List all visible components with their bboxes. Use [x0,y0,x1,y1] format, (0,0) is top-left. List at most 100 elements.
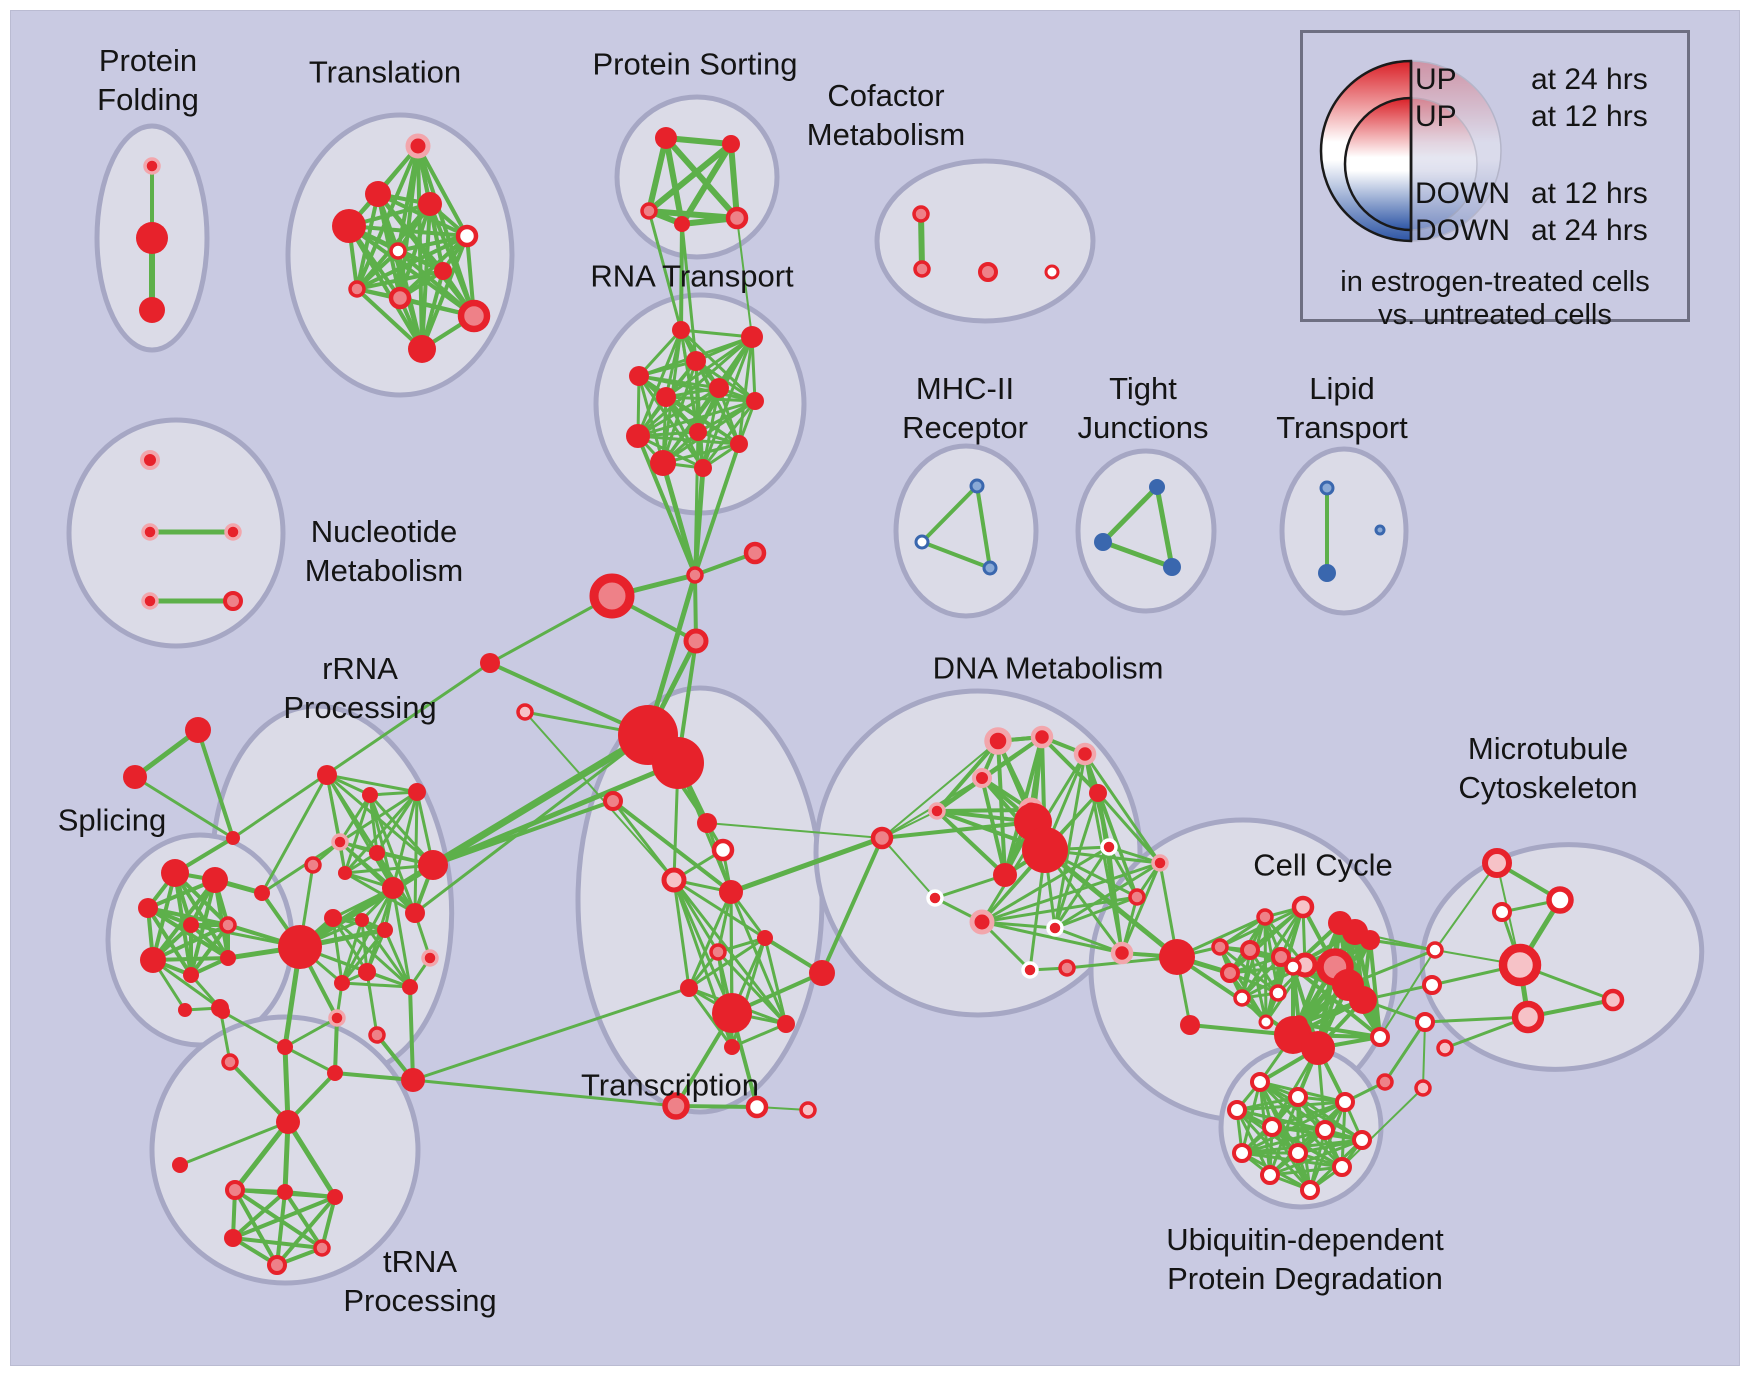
edge [340,981,412,989]
node-dmB [1022,827,1068,873]
edge [636,434,697,577]
node-tr7 [434,262,452,280]
node-dm1 [984,727,1012,755]
edge [920,540,992,570]
node-ps3 [640,202,658,220]
edge [881,837,936,899]
node-tx12 [662,1092,690,1120]
node-md4 [328,1009,346,1027]
edge [880,820,1035,840]
legend-row-up-12: UP at 12 hrs [1415,98,1681,135]
edge [933,873,1007,900]
edge [1296,1138,1364,1155]
edge [935,809,1007,877]
node-tx9 [712,993,752,1033]
node-rt6 [656,387,676,407]
edge [920,484,979,544]
legend-time: at 24 hrs [1531,214,1648,247]
edge [672,878,691,990]
node-rr13 [405,903,425,923]
node-cc5 [1360,930,1380,950]
node-dm2 [1030,725,1054,749]
edge [1248,948,1268,1024]
edge [396,249,476,318]
node-cc16 [1370,1027,1390,1047]
cluster-ellipse-tight-junctions [1075,448,1217,614]
edge [1053,861,1162,930]
edge [1368,938,1382,1039]
edge [355,249,400,291]
edge [637,328,683,378]
edge [260,840,342,895]
node-mc3 [1492,902,1512,922]
node-tj2 [1094,533,1112,551]
node-cf3 [978,262,998,282]
node-rr5 [304,856,322,874]
node-dm12 [926,889,944,907]
node-rr7 [338,866,352,880]
edge [365,970,379,1037]
edge [1291,965,1382,1039]
edge [260,773,329,895]
edge [1268,1165,1344,1177]
edge [636,434,705,470]
node-cc22 [1240,940,1260,960]
node-ub5 [1262,1117,1282,1137]
edge [189,923,230,960]
node-dm17 [1058,959,1076,977]
node-nm5 [223,591,243,611]
node-ub1 [1250,1072,1270,1092]
edge [355,287,424,351]
edge [1053,791,1100,930]
edge [283,1016,339,1049]
node-sp8 [220,950,236,966]
node-ub2 [1288,1087,1308,1107]
edge [1053,895,1139,930]
edge [701,399,757,470]
node-cc17 [1376,1073,1394,1091]
node-px1 [870,826,894,850]
node-rr11 [355,913,369,927]
node-tx4 [719,880,743,904]
node-ub11 [1332,1157,1352,1177]
node-tr11 [408,335,436,363]
node-ps2 [722,135,740,153]
edge [325,773,419,794]
node-md5 [368,1026,386,1044]
edge [679,222,684,332]
edge [1154,484,1175,570]
node-tnh [276,1110,300,1134]
edge [1083,752,1162,865]
edge [146,906,230,960]
edge [1100,484,1160,545]
edge [231,1195,337,1240]
node-cc11 [1269,984,1287,1002]
node-cc20 [1220,963,1240,983]
node-tr2 [365,181,391,207]
edge [151,958,222,1010]
node-rr19 [402,979,418,995]
edge [637,374,757,403]
edge [716,950,788,1026]
node-cc6 [1271,947,1291,967]
node-cf1 [912,205,930,223]
node-sp10 [178,1003,192,1017]
edge [1379,949,1436,1038]
node-rr9 [382,877,404,899]
edge [661,442,741,465]
edge [396,234,469,253]
edge [1100,539,1175,570]
edge [232,1119,291,1193]
edge [340,928,387,985]
edge [333,1071,415,1082]
edge [647,209,683,332]
edge [146,906,193,977]
node-mh1 [969,478,985,494]
node-cn3 [589,573,635,619]
node-mh2 [914,534,930,550]
edge [283,1045,337,1075]
legend-inner-left-half [1343,96,1413,232]
edge [980,845,1111,924]
node-ub7 [1352,1130,1372,1150]
node-tg1 [185,717,211,743]
